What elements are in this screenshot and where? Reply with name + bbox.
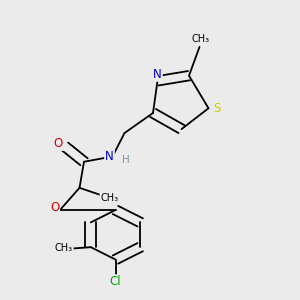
Text: H: H (122, 155, 130, 165)
Text: Cl: Cl (110, 275, 121, 288)
Text: O: O (50, 201, 59, 214)
Text: S: S (213, 102, 220, 115)
Text: N: N (105, 150, 114, 163)
Text: CH₃: CH₃ (100, 193, 118, 203)
Text: N: N (153, 68, 162, 81)
Text: CH₃: CH₃ (192, 34, 210, 44)
Text: O: O (54, 137, 63, 150)
Text: CH₃: CH₃ (55, 244, 73, 254)
